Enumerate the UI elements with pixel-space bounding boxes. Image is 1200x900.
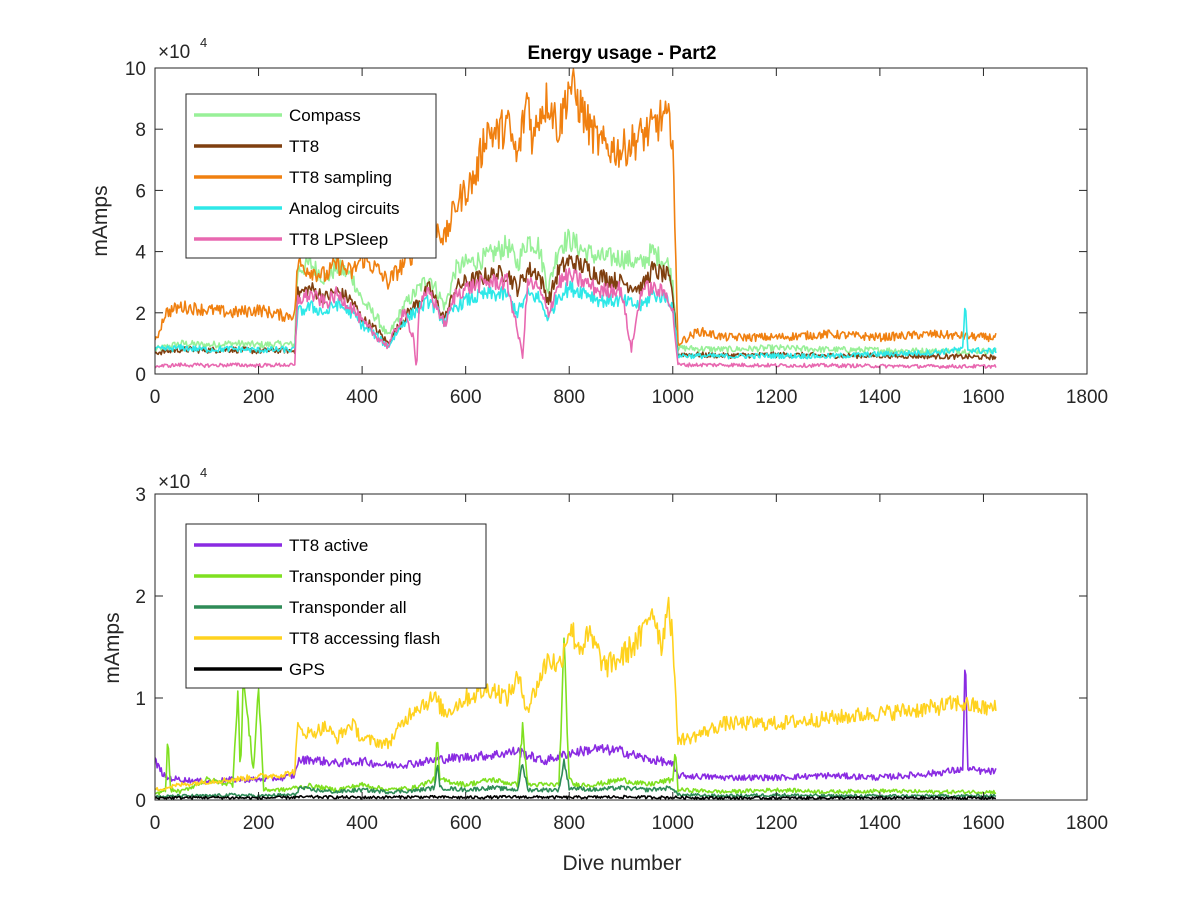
x-axis-label: Dive number <box>562 852 681 875</box>
series-line-tt8-accessing-flash <box>155 596 997 792</box>
legend: Compass TT8 TT8 sampling Analog circuits TT8… <box>185 93 437 259</box>
x-tick-label: 200 <box>243 813 275 834</box>
x-tick-label: 200 <box>243 387 275 408</box>
y-tick-label: 6 <box>135 181 146 202</box>
x-tick-label: 1800 <box>1066 813 1108 834</box>
chart-title: Energy usage - Part2 <box>527 43 716 64</box>
series-group <box>155 596 997 800</box>
legend-label: Transponder ping <box>289 567 422 586</box>
y-tick-label: 8 <box>135 120 146 141</box>
x-tick-label: 400 <box>346 387 378 408</box>
legend-label: TT8 LPSleep <box>289 230 388 249</box>
series-line-tt8-lpsleep <box>155 267 997 369</box>
energy-part2-bottom-axes: mAmps Dive number ×10 4 0 200 400 600 800 100… <box>101 465 1108 875</box>
y-tick-label: 4 <box>135 243 146 264</box>
legend-label: Transponder all <box>289 598 407 617</box>
legend-label: TT8 active <box>289 536 368 555</box>
x-tick-label: 1800 <box>1066 387 1108 408</box>
x-tick-label: 1400 <box>859 387 901 408</box>
x-tick-label: 1000 <box>652 813 694 834</box>
x-tick-label: 600 <box>450 813 482 834</box>
series-line-tt8-sampling <box>155 68 997 347</box>
series-group <box>155 68 997 369</box>
x-tick-label: 600 <box>450 387 482 408</box>
y-multiplier-exponent: 4 <box>200 465 207 480</box>
x-tick-label: 800 <box>553 813 585 834</box>
y-tick-label: 3 <box>135 485 146 506</box>
legend-label: Compass <box>289 106 361 125</box>
y-axis-label: mAmps <box>89 185 112 256</box>
x-tick-label: 0 <box>150 387 161 408</box>
legend-label: TT8 sampling <box>289 168 392 187</box>
series-line-transponder-ping <box>155 637 997 796</box>
x-tick-label: 1000 <box>652 387 694 408</box>
x-tick-label: 1400 <box>859 813 901 834</box>
x-tick-label: 800 <box>553 387 585 408</box>
axes-box <box>154 493 1088 801</box>
y-tick-label: 1 <box>135 689 146 710</box>
y-tick-label: 10 <box>125 59 146 80</box>
y-multiplier: ×10 <box>158 472 190 493</box>
y-tick-label: 0 <box>135 365 146 386</box>
x-tick-label: 1600 <box>962 813 1004 834</box>
y-tick-label: 2 <box>135 304 146 325</box>
x-tick-label: 1600 <box>962 387 1004 408</box>
y-axis-label: mAmps <box>101 612 124 683</box>
legend-label: GPS <box>289 660 325 679</box>
axes-box <box>154 67 1088 375</box>
energy-part2-top-axes: Energy usage - Part2 mAmps ×10 4 0 200 400… <box>89 35 1108 408</box>
y-multiplier: ×10 <box>158 42 190 63</box>
legend-label: TT8 <box>289 137 319 156</box>
x-tick-label: 1200 <box>755 813 797 834</box>
legend-label: TT8 accessing flash <box>289 629 440 648</box>
series-line-gps <box>155 794 996 800</box>
y-multiplier-exponent: 4 <box>200 35 207 50</box>
y-tick-label: 2 <box>135 587 146 608</box>
legend: TT8 active Transponder ping Transponder al… <box>185 523 487 689</box>
series-line-transponder-all <box>155 758 997 799</box>
x-tick-label: 0 <box>150 813 161 834</box>
x-tick-label: 400 <box>346 813 378 834</box>
legend-label: Analog circuits <box>289 199 400 218</box>
y-tick-label: 0 <box>135 791 146 812</box>
x-tick-label: 1200 <box>755 387 797 408</box>
